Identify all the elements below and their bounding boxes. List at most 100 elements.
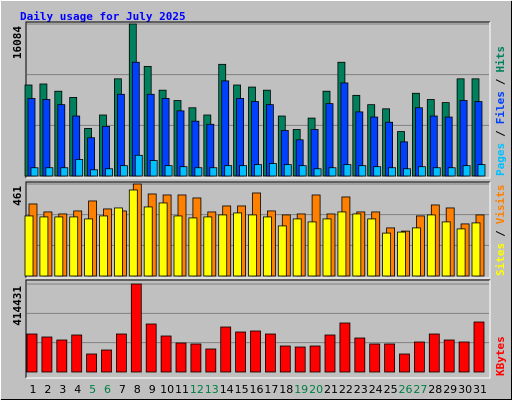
bar — [325, 103, 334, 177]
bar — [441, 221, 451, 277]
x-tick-label: 16 — [250, 383, 264, 396]
bar — [369, 343, 381, 373]
bar — [203, 216, 213, 277]
bar — [149, 160, 158, 177]
bar — [250, 330, 261, 373]
bar — [414, 107, 423, 177]
bar — [188, 217, 198, 277]
bar — [413, 341, 425, 373]
bar — [26, 333, 38, 373]
x-tick-label: 18 — [279, 383, 293, 396]
bar — [471, 222, 481, 277]
bar — [307, 221, 317, 277]
bar — [429, 115, 438, 177]
x-tick-label: 26 — [399, 383, 413, 396]
x-tick-label: 2 — [44, 383, 51, 396]
legend: Sites / Visits — [494, 185, 507, 277]
legend-entry: Files — [494, 91, 507, 124]
bar — [160, 335, 172, 373]
bar — [224, 165, 233, 177]
bar — [130, 283, 142, 373]
x-tick-label: 7 — [119, 383, 126, 396]
bar — [384, 343, 396, 373]
bar — [279, 345, 291, 373]
x-tick-label: 1 — [30, 383, 37, 396]
bar — [294, 346, 306, 373]
bar — [145, 323, 157, 373]
bar — [236, 98, 245, 177]
bar — [54, 216, 64, 277]
bar — [298, 165, 307, 177]
chart-title: Daily usage for July 2025 — [20, 10, 186, 23]
x-tick-label: 6 — [104, 383, 111, 396]
x-tick-label: 30 — [458, 383, 472, 396]
bar — [164, 165, 173, 177]
x-tick-label: 5 — [89, 383, 96, 396]
bar — [417, 166, 426, 177]
bar — [221, 80, 230, 177]
bar — [30, 167, 39, 177]
bar — [114, 207, 123, 277]
bar — [42, 99, 51, 177]
bar — [75, 159, 84, 177]
bar — [473, 321, 485, 373]
x-tick-label: 19 — [294, 383, 308, 396]
bar — [60, 167, 69, 177]
bar — [105, 168, 113, 177]
bar — [120, 165, 128, 177]
bar — [218, 214, 228, 277]
x-tick-label: 31 — [473, 383, 487, 396]
legend-separator: / — [494, 130, 507, 137]
bar — [428, 333, 440, 373]
bar — [444, 116, 453, 177]
bar — [277, 225, 287, 277]
bar — [399, 353, 410, 373]
bar — [373, 166, 382, 177]
x-tick-label: 8 — [134, 383, 141, 396]
bar — [235, 331, 247, 373]
x-tick-label: 27 — [413, 383, 427, 396]
bar — [432, 167, 441, 177]
bar — [447, 167, 456, 177]
x-tick-label: 10 — [160, 383, 174, 396]
bar — [57, 104, 66, 177]
bar — [337, 211, 347, 277]
bar — [56, 339, 68, 373]
bar — [462, 165, 471, 177]
x-tick-label: 25 — [384, 383, 398, 396]
bar — [397, 231, 406, 277]
legend-entry: Pages — [494, 143, 507, 176]
bar — [324, 334, 336, 373]
legend-entry: Sites — [494, 243, 507, 276]
bar — [90, 169, 98, 177]
bar — [220, 326, 232, 373]
bar — [262, 216, 272, 277]
bar — [233, 212, 243, 277]
bar — [367, 218, 377, 277]
bar — [161, 98, 170, 177]
bar — [134, 154, 143, 177]
bar — [116, 333, 127, 373]
bar — [175, 342, 187, 373]
bar — [322, 218, 332, 277]
bar — [86, 353, 97, 373]
bar — [411, 227, 421, 277]
bar — [352, 213, 362, 277]
legend: Pages / Files / Hits — [494, 46, 507, 176]
legend-entry: Visits — [494, 185, 507, 225]
x-tick-label: 11 — [175, 383, 189, 396]
bar — [268, 163, 277, 177]
bar — [328, 167, 337, 177]
bar — [99, 215, 108, 277]
bar — [283, 164, 292, 177]
bar — [158, 202, 168, 277]
panel-bevel-light — [26, 182, 491, 279]
x-tick-label: 4 — [74, 383, 81, 396]
x-tick-label: 21 — [324, 383, 338, 396]
x-tick-label: 15 — [235, 383, 249, 396]
x-tick-label: 3 — [59, 383, 66, 396]
x-tick-label: 29 — [443, 383, 457, 396]
panel-bevel-light — [26, 280, 491, 379]
